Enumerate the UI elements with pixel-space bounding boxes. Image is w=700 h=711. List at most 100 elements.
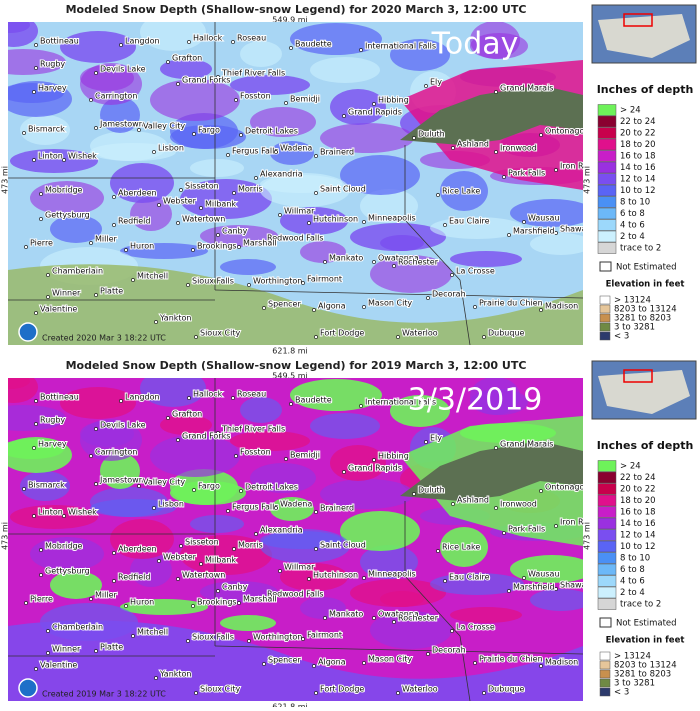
snow-area (440, 171, 488, 211)
legend-label: 14 to 16 (620, 519, 656, 529)
legend-label: Not Estimated (616, 263, 677, 273)
city-label: Park Falls (508, 169, 545, 178)
city-label: Decorah (432, 290, 466, 299)
legend-label: 8 to 10 (620, 198, 650, 208)
city-marker (131, 634, 135, 638)
inset-highlight (623, 369, 653, 383)
city-marker (216, 431, 220, 435)
legend-swatch (597, 196, 617, 208)
legend-swatch (599, 331, 611, 341)
city-label: Marshfield (513, 583, 555, 592)
city-marker (24, 245, 28, 249)
legend-swatch (597, 506, 617, 518)
snow-area (220, 259, 276, 275)
city-marker (312, 664, 316, 668)
city-label: Marshall (243, 239, 277, 248)
legend-label: 3 to 3281 (614, 679, 655, 689)
city-marker (62, 514, 66, 518)
legend-label: 22 to 24 (620, 473, 656, 483)
state-border (214, 645, 583, 655)
city-label: Wadena (280, 500, 312, 509)
legend-swatch (599, 322, 611, 332)
legend-swatch (599, 660, 611, 670)
city-marker (46, 629, 50, 633)
city-marker (507, 589, 511, 593)
city-label: Valley City (143, 122, 185, 131)
snow-area (430, 217, 524, 239)
legend-swatch (597, 483, 617, 495)
city-marker (192, 488, 196, 492)
city-label: Duluth (418, 486, 445, 495)
city-label: Willmar (284, 563, 315, 572)
city-marker (166, 60, 170, 64)
city-label: Wausau (528, 214, 560, 223)
snow-area (20, 115, 70, 145)
city-label: Linton (38, 508, 63, 517)
city-marker (254, 176, 258, 180)
legend-label: 8203 to 13124 (614, 661, 677, 671)
bottom-distance: 621.8 mi (272, 347, 307, 356)
snow-area (260, 173, 350, 207)
city-marker (176, 577, 180, 581)
city-label: Bismarck (28, 481, 65, 490)
snow-area (510, 199, 583, 227)
snow-area (390, 39, 450, 71)
city-label: Alexandria (260, 526, 303, 535)
city-label: Winner (52, 289, 81, 298)
city-label: Canby (222, 583, 248, 592)
city-marker (412, 136, 416, 140)
snow-area (110, 519, 174, 559)
city-label: Wishek (68, 152, 97, 161)
city-marker (231, 40, 235, 44)
legend-swatch (597, 127, 617, 139)
city-marker (274, 506, 278, 510)
city-marker (522, 220, 526, 224)
legend-label: 12 to 14 (620, 175, 656, 185)
snow-area (150, 79, 240, 121)
city-label: La Crosse (456, 623, 495, 632)
city-label: Ontonagon (545, 483, 589, 492)
legend-swatch (597, 184, 617, 197)
city-label: International Falls (365, 398, 436, 407)
city-label: Mitchell (137, 272, 168, 281)
city-marker (362, 576, 366, 580)
city-label: Chamberlain (52, 623, 103, 632)
city-label: Huron (130, 598, 154, 607)
legend-swatch (597, 517, 617, 530)
city-label: Redwood Falls (267, 234, 324, 243)
city-label: Iron River (560, 518, 599, 527)
city-label: Rugby (40, 60, 65, 69)
city-label: Eau Claire (449, 217, 490, 226)
city-label: Thief River Falls (221, 425, 285, 434)
city-label: Watertown (182, 571, 225, 580)
city-marker (482, 335, 486, 339)
city-label: Wadena (280, 144, 312, 153)
city-marker (301, 281, 305, 285)
legend-swatch (597, 563, 617, 576)
legend-swatch (597, 115, 617, 128)
city-label: Yankton (159, 314, 192, 323)
legend-swatch (597, 173, 617, 185)
snow-area (170, 125, 246, 149)
city-label: Waterloo (402, 685, 438, 694)
snow-area (180, 535, 272, 575)
city-label: Alexandria (260, 170, 303, 179)
city-label: Fargo (198, 482, 220, 491)
snow-area (530, 589, 583, 611)
city-marker (436, 193, 440, 197)
map-title: Modeled Snow Depth (Shallow-snow Legend)… (66, 3, 527, 16)
snow-area (320, 123, 414, 153)
city-marker (187, 40, 191, 44)
city-label: Hallock (193, 390, 223, 399)
city-marker (94, 293, 98, 297)
city-marker (262, 662, 266, 666)
legend-swatch (597, 494, 617, 507)
legend-label: 3 to 3281 (614, 323, 655, 333)
city-label: Hallock (193, 34, 223, 43)
city-label: Jamestown (99, 476, 144, 485)
city-marker (473, 305, 477, 309)
city-marker (539, 308, 543, 312)
city-marker (89, 454, 93, 458)
city-marker (119, 43, 123, 47)
